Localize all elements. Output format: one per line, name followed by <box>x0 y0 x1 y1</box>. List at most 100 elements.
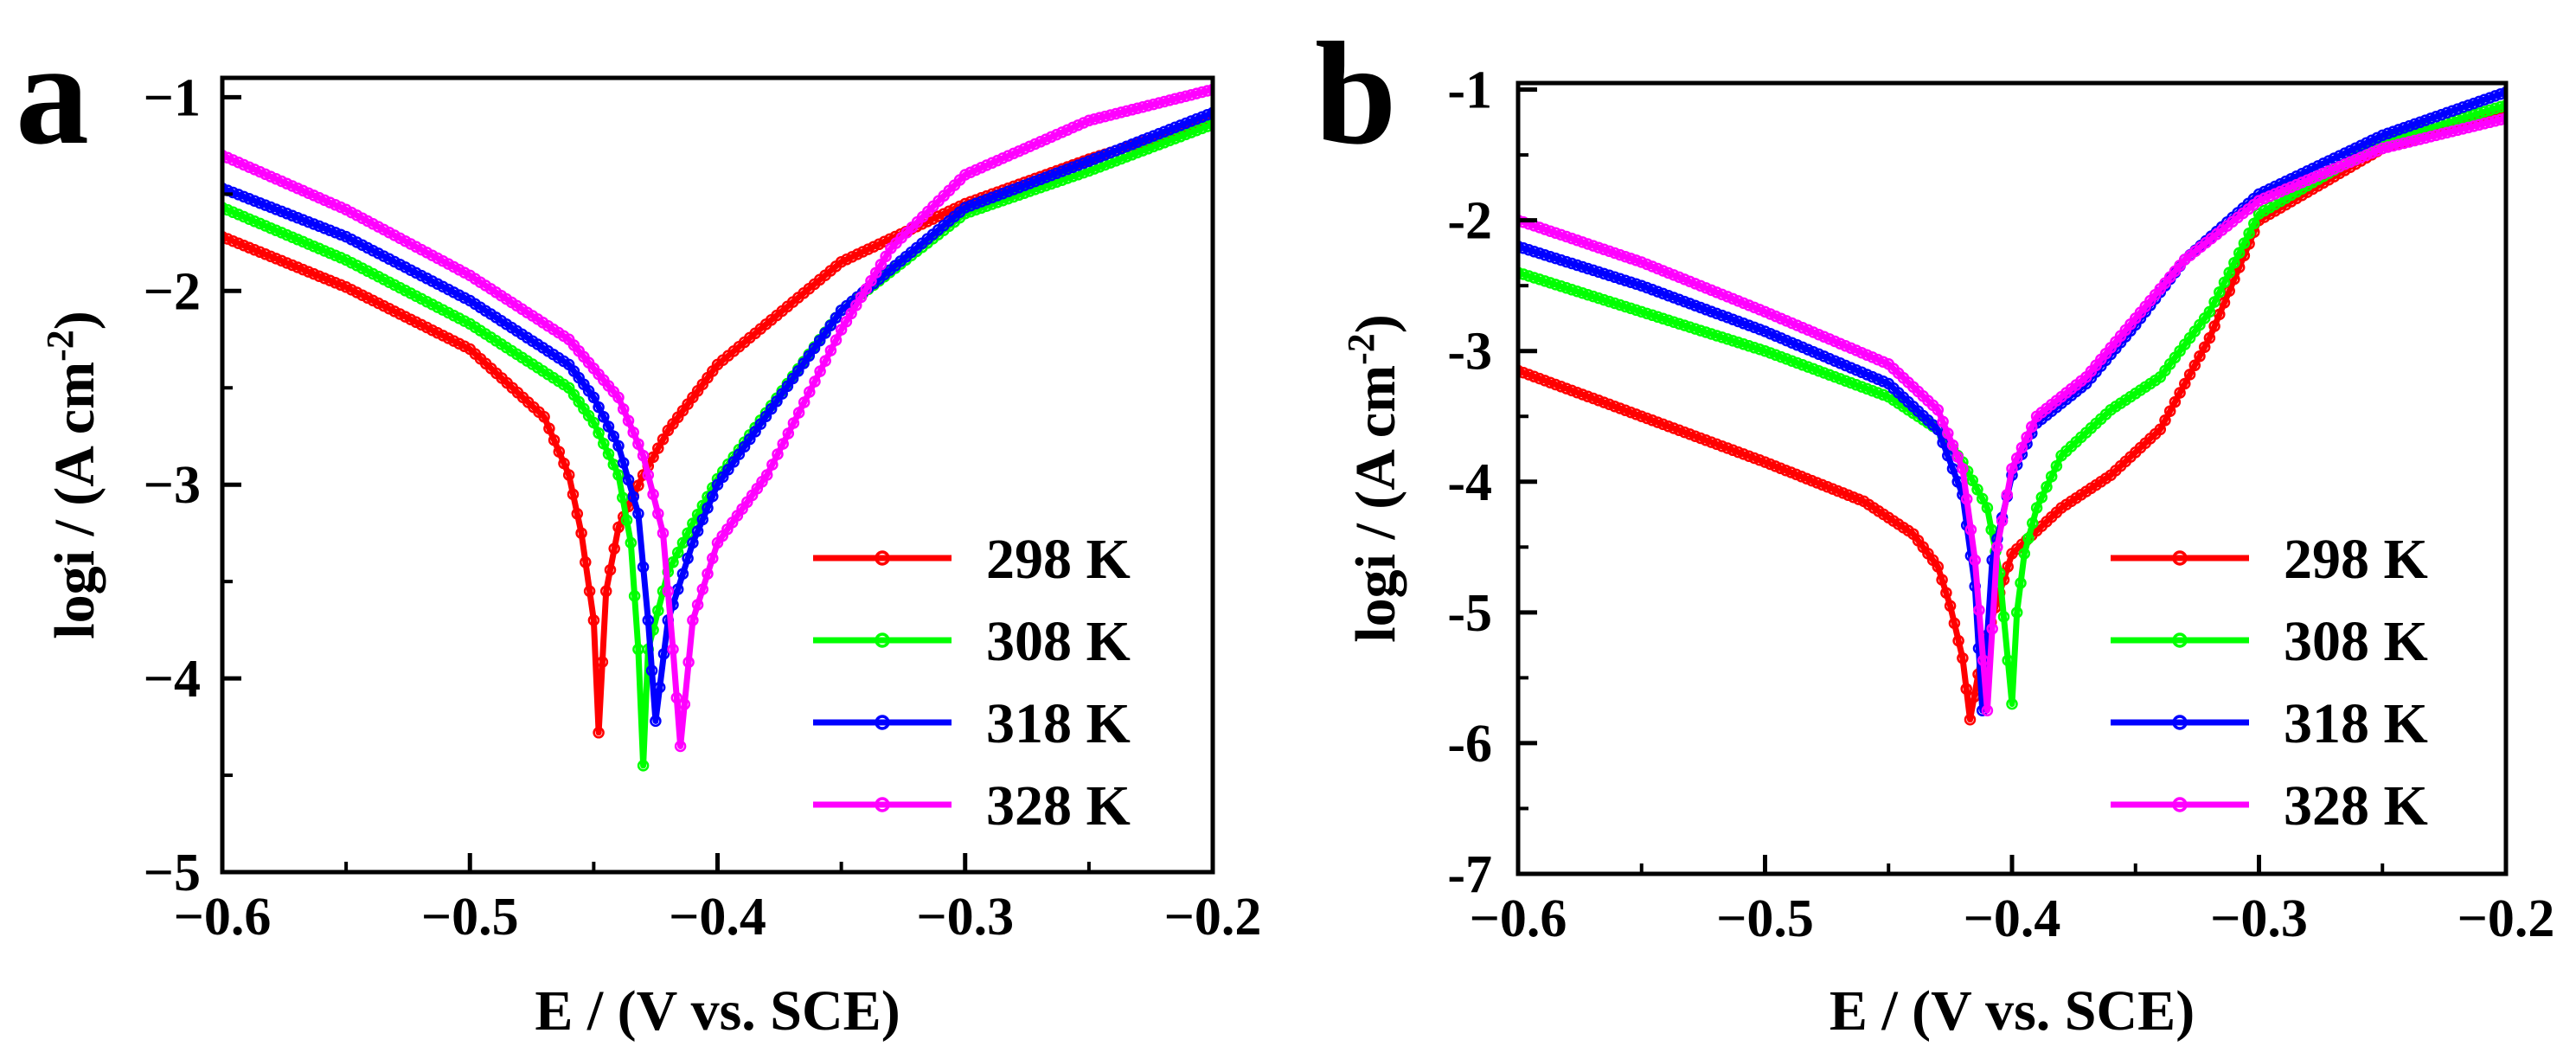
data-point <box>580 556 592 568</box>
data-point <box>1608 247 1621 260</box>
data-point <box>702 568 714 580</box>
data-point <box>2500 99 2506 112</box>
data-point <box>2462 121 2475 134</box>
data-point <box>792 407 805 419</box>
data-point <box>1088 112 1100 125</box>
data-point <box>1700 282 1712 294</box>
data-point <box>2398 137 2410 150</box>
data-point <box>1764 458 1777 471</box>
data-point <box>313 191 325 204</box>
data-point <box>1646 284 1658 296</box>
data-point <box>652 508 664 520</box>
data-point <box>292 182 304 195</box>
data-point <box>575 527 587 539</box>
data-point <box>1635 279 1648 292</box>
data-point <box>1518 266 1524 279</box>
legend-label: 308 K <box>986 610 1131 673</box>
data-point <box>1180 90 1192 102</box>
data-point <box>1544 250 1556 263</box>
data-point <box>1560 282 1573 294</box>
data-point <box>1554 280 1567 292</box>
data-point <box>830 311 843 324</box>
data-point <box>1818 331 1830 343</box>
data-point <box>840 315 853 328</box>
data-point <box>1040 133 1052 145</box>
data-point <box>617 457 630 469</box>
data-point <box>855 291 868 304</box>
data-point <box>2419 132 2432 144</box>
data-point <box>335 279 347 292</box>
data-point <box>1646 414 1658 427</box>
data-point <box>1158 125 1170 138</box>
data-point <box>1110 144 1122 157</box>
data-point <box>1759 325 1772 337</box>
data-point <box>248 215 261 228</box>
data-point <box>2451 124 2464 137</box>
data-point <box>2366 147 2378 159</box>
data-point <box>1522 270 1535 282</box>
data-point <box>2041 481 2053 493</box>
data-point <box>860 283 873 295</box>
data-point <box>227 206 240 219</box>
data-point <box>275 205 288 218</box>
data-point <box>313 242 325 255</box>
data-point <box>543 422 555 435</box>
data-point <box>1072 159 1085 171</box>
data-point <box>1759 456 1772 468</box>
data-point <box>1120 105 1133 118</box>
data-point <box>1807 363 1820 375</box>
data-point <box>986 157 998 170</box>
data-point <box>2035 491 2048 504</box>
data-point <box>1093 112 1106 124</box>
data-point <box>1190 87 1203 99</box>
data-point <box>1716 309 1728 322</box>
data-point <box>232 237 245 249</box>
data-point <box>243 193 255 205</box>
data-point <box>1125 138 1138 151</box>
data-point <box>1960 493 1973 505</box>
y-axis-title: logi / (A cm-2) <box>39 311 106 639</box>
data-point <box>280 228 293 241</box>
data-point <box>329 277 342 289</box>
data-point <box>1180 128 1192 141</box>
data-point <box>2387 125 2400 138</box>
data-point <box>275 254 288 267</box>
data-point <box>596 656 609 668</box>
data-point <box>1727 292 1740 305</box>
data-point <box>1866 384 1879 397</box>
panel-letter: a <box>16 12 89 175</box>
data-point <box>2243 227 2255 240</box>
data-point <box>1673 271 1685 284</box>
x-tick-label: −0.6 <box>174 888 272 947</box>
data-point <box>1635 256 1648 268</box>
data-point <box>1518 364 1524 377</box>
legend-item: 298 K <box>813 528 1131 591</box>
data-point <box>1695 279 1707 292</box>
data-point <box>1732 446 1745 459</box>
data-point <box>2021 431 2033 444</box>
data-point <box>593 427 605 440</box>
data-point <box>2208 320 2220 332</box>
y-tick-label: -2 <box>1447 192 1492 251</box>
data-point <box>260 168 272 181</box>
data-point <box>232 209 245 221</box>
data-point <box>599 585 612 598</box>
data-point <box>1539 275 1551 287</box>
data-point <box>1560 230 1573 243</box>
data-point <box>1624 276 1637 288</box>
data-point <box>318 222 330 234</box>
data-point <box>2435 108 2448 121</box>
data-point <box>1544 376 1556 388</box>
data-point <box>1641 258 1653 271</box>
data-point <box>1598 243 1611 256</box>
data-point <box>238 158 250 171</box>
data-point <box>2022 532 2035 544</box>
data-point <box>1028 138 1041 151</box>
data-point <box>612 391 625 404</box>
data-point <box>265 201 277 214</box>
y-tick-label: −5 <box>144 844 201 902</box>
data-point <box>275 175 288 188</box>
data-point <box>2398 122 2410 134</box>
data-point <box>1743 299 1755 311</box>
data-point <box>2264 189 2276 202</box>
